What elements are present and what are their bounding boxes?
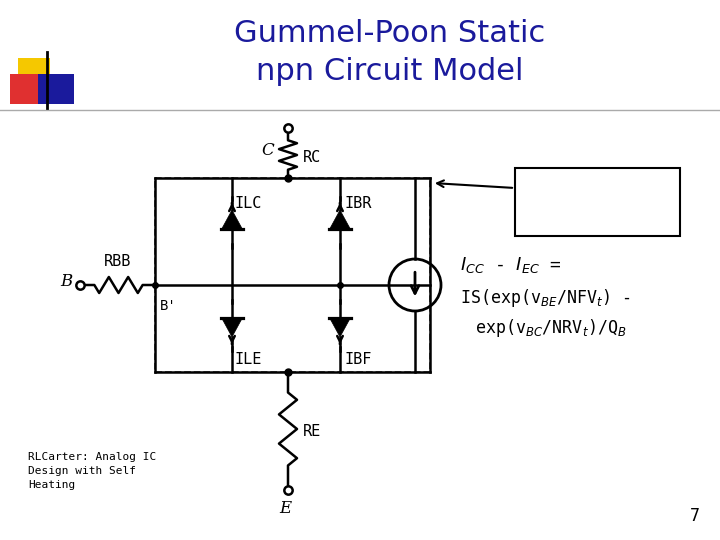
Polygon shape (330, 210, 350, 229)
Bar (18, 58, 50, 90)
Text: $I_{CC}$ - $I_{EC}$ =: $I_{CC}$ - $I_{EC}$ = (460, 255, 562, 275)
Text: ILC: ILC (234, 196, 261, 211)
Text: RE: RE (303, 423, 321, 438)
Text: Gummel-Poon Static: Gummel-Poon Static (235, 18, 546, 48)
Polygon shape (222, 318, 242, 337)
Text: IBF: IBF (344, 352, 372, 367)
Text: ILE: ILE (234, 352, 261, 367)
Text: B': B' (160, 299, 176, 313)
Text: B: B (60, 273, 72, 291)
Text: C: C (261, 142, 274, 159)
Text: 7: 7 (690, 507, 700, 525)
Polygon shape (222, 210, 242, 229)
Text: IS(exp(v$_{BE}$/NFV$_t$) -: IS(exp(v$_{BE}$/NFV$_t$) - (460, 287, 631, 309)
Text: exp(v$_{BC}$/NRV$_t$)/Q$_B$: exp(v$_{BC}$/NRV$_t$)/Q$_B$ (475, 317, 626, 339)
Text: Transistor: Transistor (552, 208, 643, 224)
Bar (515, 168, 680, 236)
Text: npn Circuit Model: npn Circuit Model (256, 57, 523, 86)
Bar (155, 178, 430, 372)
Text: Intrinsic: Intrinsic (557, 183, 639, 198)
Bar (10, 74, 46, 104)
Text: RLCarter: Analog IC: RLCarter: Analog IC (28, 452, 156, 462)
Text: E: E (279, 500, 291, 517)
Text: Design with Self: Design with Self (28, 466, 136, 476)
Text: RC: RC (303, 151, 321, 165)
Bar (38, 74, 74, 104)
Text: Heating: Heating (28, 480, 76, 490)
Text: IBR: IBR (344, 196, 372, 211)
Polygon shape (330, 318, 350, 337)
Text: RBB: RBB (104, 254, 131, 269)
